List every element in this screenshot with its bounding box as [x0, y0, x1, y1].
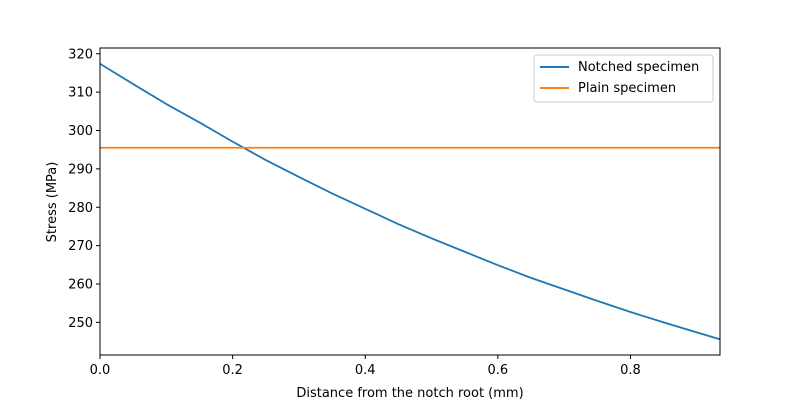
legend-label-plain-specimen: Plain specimen	[578, 81, 676, 96]
y-axis-label: Stress (MPa)	[45, 162, 60, 243]
y-tick-label: 300	[68, 124, 93, 139]
legend: Notched specimen Plain specimen	[533, 54, 714, 103]
y-tick-label: 280	[68, 201, 93, 216]
x-tick-label: 0.2	[222, 363, 243, 378]
y-tick-label: 310	[68, 86, 93, 101]
x-tick-label: 0.6	[488, 363, 509, 378]
x-axis-label: Distance from the notch root (mm)	[296, 386, 523, 400]
axes-frame	[99, 47, 721, 356]
axes: 0.0 0.2 0.4 0.6 0.8 250 260 270 280 290 300 310 320	[68, 47, 721, 378]
series-line-notched-specimen	[100, 62, 720, 341]
x-tick-label: 0.0	[90, 363, 111, 378]
y-tick-label: 270	[68, 239, 93, 254]
y-tick-label: 260	[68, 278, 93, 293]
y-tick-label: 320	[68, 47, 93, 62]
x-tick-label: 0.8	[620, 363, 641, 378]
y-tick-label: 290	[68, 162, 93, 177]
x-tick-label: 0.4	[355, 363, 376, 378]
legend-label-notched-specimen: Notched specimen	[578, 60, 699, 75]
legend-frame	[533, 54, 714, 103]
plot-area	[100, 62, 720, 341]
y-tick-label: 250	[68, 316, 93, 331]
